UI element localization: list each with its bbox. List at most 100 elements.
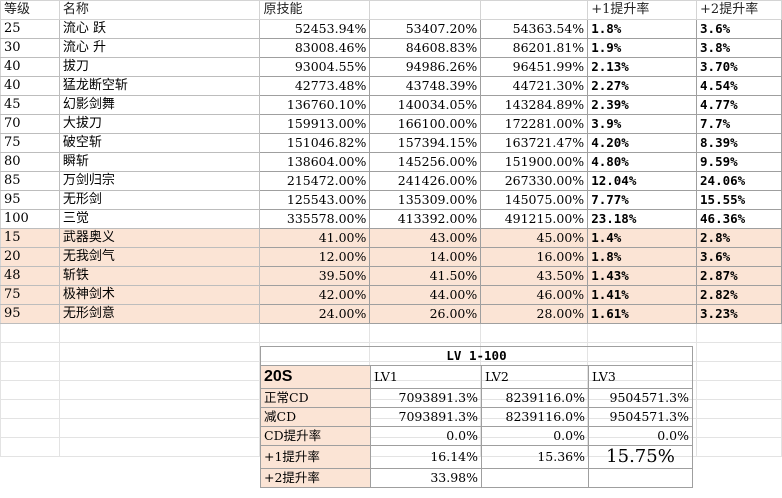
- col-header-level[interactable]: 等级: [0, 0, 60, 20]
- col-header-plus2[interactable]: +2提升率: [696, 0, 782, 20]
- summary-lv1-cell[interactable]: 16.14%: [370, 445, 482, 469]
- summary-header-lv2[interactable]: LV2: [481, 365, 589, 389]
- summary-lv3-cell[interactable]: 0.0%: [588, 426, 693, 446]
- summary-header-lv1[interactable]: LV1: [370, 365, 482, 389]
- value-plus1-cell[interactable]: 145256.00%: [369, 152, 482, 172]
- col-header-blank1[interactable]: [369, 0, 482, 20]
- empty-cell[interactable]: [0, 342, 60, 362]
- rate-plus2-cell[interactable]: 46.36%: [696, 209, 782, 229]
- summary-title[interactable]: LV 1-100: [260, 346, 693, 366]
- rate-plus2-cell[interactable]: 3.6%: [696, 19, 782, 39]
- summary-header-lv3[interactable]: LV3: [588, 365, 693, 389]
- summary-lv2-cell[interactable]: 8239116.0%: [481, 388, 589, 408]
- base-value-cell[interactable]: 39.50%: [259, 266, 371, 286]
- value-plus2-cell[interactable]: 151900.00%: [480, 152, 589, 172]
- empty-cell[interactable]: [259, 323, 371, 343]
- empty-cell[interactable]: [0, 380, 60, 400]
- value-plus1-cell[interactable]: 94986.26%: [369, 57, 482, 77]
- level-cell[interactable]: 95: [0, 304, 60, 324]
- name-cell[interactable]: 拔刀: [58, 57, 261, 77]
- summary-lv1-cell[interactable]: 7093891.3%: [370, 407, 482, 427]
- name-cell[interactable]: 流心 升: [58, 38, 261, 58]
- name-cell[interactable]: 大拔刀: [58, 114, 261, 134]
- name-cell[interactable]: 斩铁: [58, 266, 261, 286]
- name-cell[interactable]: 幻影剑舞: [58, 95, 261, 115]
- base-value-cell[interactable]: 136760.10%: [259, 95, 371, 115]
- empty-cell[interactable]: [696, 361, 782, 381]
- empty-cell[interactable]: [696, 418, 782, 438]
- summary-lv1-cell[interactable]: 33.98%: [370, 468, 482, 488]
- empty-cell[interactable]: [0, 437, 60, 457]
- empty-cell[interactable]: [58, 380, 261, 400]
- value-plus1-cell[interactable]: 241426.00%: [369, 171, 482, 191]
- level-cell[interactable]: 75: [0, 133, 60, 153]
- base-value-cell[interactable]: 159913.00%: [259, 114, 371, 134]
- value-plus2-cell[interactable]: 46.00%: [480, 285, 589, 305]
- value-plus2-cell[interactable]: 54363.54%: [480, 19, 589, 39]
- base-value-cell[interactable]: 215472.00%: [259, 171, 371, 191]
- rate-plus1-cell[interactable]: 1.61%: [587, 304, 698, 324]
- level-cell[interactable]: 100: [0, 209, 60, 229]
- value-plus1-cell[interactable]: 166100.00%: [369, 114, 482, 134]
- rate-plus1-cell[interactable]: 3.9%: [587, 114, 698, 134]
- empty-cell[interactable]: [587, 323, 698, 343]
- empty-cell[interactable]: [58, 437, 261, 457]
- value-plus1-cell[interactable]: 413392.00%: [369, 209, 482, 229]
- rate-plus1-cell[interactable]: 2.13%: [587, 57, 698, 77]
- level-cell[interactable]: 40: [0, 76, 60, 96]
- rate-plus1-cell[interactable]: 4.20%: [587, 133, 698, 153]
- summary-label-cell[interactable]: +2提升率: [260, 468, 371, 488]
- base-value-cell[interactable]: 93004.55%: [259, 57, 371, 77]
- base-value-cell[interactable]: 42773.48%: [259, 76, 371, 96]
- rate-plus2-cell[interactable]: 3.70%: [696, 57, 782, 77]
- summary-lv2-cell[interactable]: 15.36%: [481, 445, 589, 469]
- empty-cell[interactable]: [58, 399, 261, 419]
- col-header-name[interactable]: 名称: [58, 0, 261, 20]
- base-value-cell[interactable]: 42.00%: [259, 285, 371, 305]
- name-cell[interactable]: 无形剑: [58, 190, 261, 210]
- summary-lv1-cell[interactable]: 0.0%: [370, 426, 482, 446]
- value-plus2-cell[interactable]: 45.00%: [480, 228, 589, 248]
- empty-cell[interactable]: [696, 437, 782, 457]
- rate-plus1-cell[interactable]: 2.39%: [587, 95, 698, 115]
- summary-header-label[interactable]: 20S: [260, 365, 371, 389]
- value-plus2-cell[interactable]: 145075.00%: [480, 190, 589, 210]
- name-cell[interactable]: 无形剑意: [58, 304, 261, 324]
- rate-plus2-cell[interactable]: 15.55%: [696, 190, 782, 210]
- empty-cell[interactable]: [58, 418, 261, 438]
- empty-cell[interactable]: [58, 342, 261, 362]
- base-value-cell[interactable]: 83008.46%: [259, 38, 371, 58]
- empty-cell[interactable]: [696, 342, 782, 362]
- empty-cell[interactable]: [696, 399, 782, 419]
- base-value-cell[interactable]: 335578.00%: [259, 209, 371, 229]
- col-header-base[interactable]: 原技能: [259, 0, 371, 20]
- rate-plus1-cell[interactable]: 23.18%: [587, 209, 698, 229]
- name-cell[interactable]: 瞬斩: [58, 152, 261, 172]
- rate-plus1-cell[interactable]: 1.4%: [587, 228, 698, 248]
- base-value-cell[interactable]: 41.00%: [259, 228, 371, 248]
- rate-plus2-cell[interactable]: 2.82%: [696, 285, 782, 305]
- name-cell[interactable]: 极神剑术: [58, 285, 261, 305]
- summary-lv3-cell[interactable]: 15.75%: [588, 445, 693, 469]
- base-value-cell[interactable]: 52453.94%: [259, 19, 371, 39]
- value-plus1-cell[interactable]: 26.00%: [369, 304, 482, 324]
- name-cell[interactable]: 流心 跃: [58, 19, 261, 39]
- value-plus1-cell[interactable]: 135309.00%: [369, 190, 482, 210]
- summary-lv2-cell[interactable]: 0.0%: [481, 426, 589, 446]
- level-cell[interactable]: 20: [0, 247, 60, 267]
- value-plus1-cell[interactable]: 43748.39%: [369, 76, 482, 96]
- value-plus2-cell[interactable]: 143284.89%: [480, 95, 589, 115]
- level-cell[interactable]: 45: [0, 95, 60, 115]
- value-plus1-cell[interactable]: 140034.05%: [369, 95, 482, 115]
- name-cell[interactable]: 武器奥义: [58, 228, 261, 248]
- rate-plus2-cell[interactable]: 2.8%: [696, 228, 782, 248]
- summary-label-cell[interactable]: 正常CD: [260, 388, 371, 408]
- value-plus2-cell[interactable]: 28.00%: [480, 304, 589, 324]
- value-plus2-cell[interactable]: 491215.00%: [480, 209, 589, 229]
- rate-plus1-cell[interactable]: 2.27%: [587, 76, 698, 96]
- empty-cell[interactable]: [0, 361, 60, 381]
- rate-plus1-cell[interactable]: 12.04%: [587, 171, 698, 191]
- summary-lv2-cell[interactable]: [481, 468, 589, 488]
- value-plus1-cell[interactable]: 41.50%: [369, 266, 482, 286]
- base-value-cell[interactable]: 151046.82%: [259, 133, 371, 153]
